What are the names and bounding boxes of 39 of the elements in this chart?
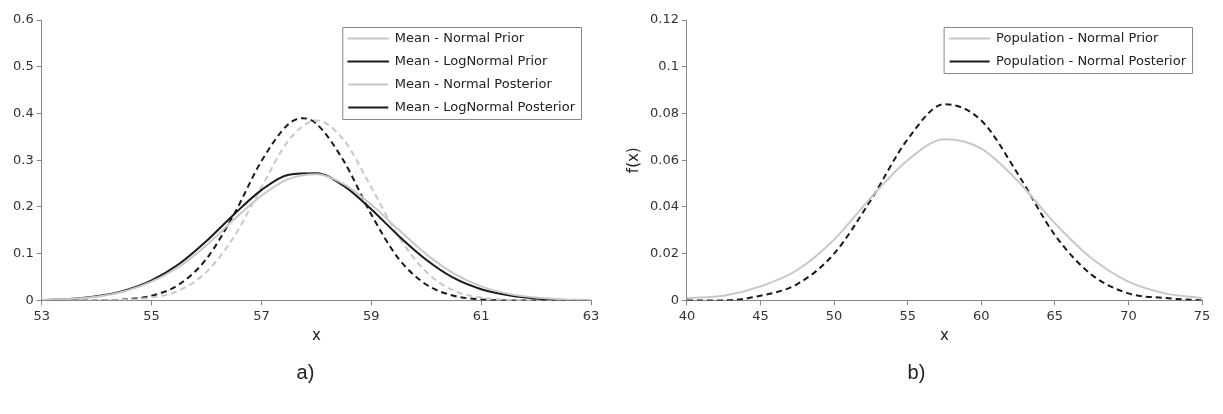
y-tick-label: 0.02 [649, 245, 679, 261]
x-tick-label: 60 [972, 307, 990, 323]
y-axis-title: f(x) [623, 147, 642, 174]
x-axis-title: x [311, 325, 321, 344]
y-tick-label: 0.06 [649, 151, 679, 167]
y-tick-label: 0.4 [12, 104, 34, 120]
text: a) [295, 361, 316, 384]
x-tick-label: 53 [33, 307, 50, 323]
text: b) [906, 361, 927, 384]
x-tick-label: 59 [363, 307, 380, 323]
y-tick-label: 0.2 [12, 198, 34, 214]
y-tick-label: 0.04 [649, 198, 679, 214]
y-tick-label: 0.08 [649, 104, 679, 120]
legend-label: Mean - LogNormal Prior [394, 52, 549, 68]
x-tick-label: 55 [899, 307, 916, 323]
y-tick-label: 0.1 [658, 58, 679, 74]
legend-label: Mean - Normal Posterior [394, 75, 553, 91]
legend-label: Population - Normal Posterior [996, 52, 1187, 68]
x-tick-label: 63 [582, 307, 600, 323]
x-tick-label: 70 [1120, 307, 1137, 323]
legend-label: Population - Normal Prior [996, 29, 1160, 45]
legend-label: Mean - LogNormal Posterior [394, 98, 576, 114]
y-tick-label: 0.1 [12, 245, 34, 261]
x-tick-label: 65 [1046, 307, 1064, 323]
x-tick-label: 55 [143, 307, 160, 323]
x-tick-label: 75 [1193, 307, 1211, 323]
y-tick-label: 0.12 [649, 11, 679, 27]
x-tick-label: 57 [253, 307, 270, 323]
x-tick-label: 40 [678, 307, 696, 323]
y-tick-label: 0.5 [12, 58, 34, 74]
legend-label: Mean - Normal Prior [394, 29, 525, 45]
y-tick-label: 0.3 [12, 151, 34, 167]
x-tick-label: 45 [752, 307, 769, 323]
y-tick-label: 0 [670, 291, 679, 307]
x-axis-title: x [940, 325, 950, 344]
x-tick-label: 61 [472, 307, 490, 323]
x-tick-label: 50 [825, 307, 843, 323]
y-tick-label: 0 [25, 291, 34, 307]
y-tick-label: 0.6 [12, 11, 34, 27]
